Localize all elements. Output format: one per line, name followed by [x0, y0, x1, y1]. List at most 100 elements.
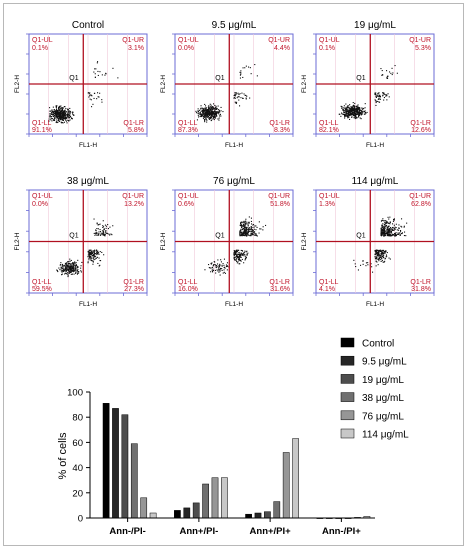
- event-dot: [107, 224, 109, 226]
- event-dot: [378, 95, 380, 97]
- event-dot: [387, 227, 389, 229]
- event-dot: [62, 270, 64, 272]
- event-dot: [359, 114, 361, 116]
- event-dot: [107, 233, 109, 235]
- event-dot: [240, 230, 242, 232]
- event-dot: [93, 252, 95, 254]
- event-dot: [378, 101, 380, 103]
- quadrant-ul-label: Q1-UL: [32, 37, 53, 44]
- event-dot: [211, 262, 213, 264]
- event-dot: [212, 108, 214, 110]
- event-dot: [58, 114, 60, 116]
- event-dot: [104, 233, 106, 235]
- event-dot: [80, 271, 82, 273]
- event-dot: [382, 227, 384, 229]
- event-dot: [205, 105, 207, 107]
- event-dot: [355, 106, 357, 108]
- event-dot: [65, 116, 67, 118]
- event-dot: [96, 232, 98, 234]
- event-dot: [93, 232, 95, 234]
- event-dot: [251, 226, 253, 228]
- event-dot: [244, 223, 246, 225]
- event-dot: [209, 113, 211, 115]
- event-dot: [375, 96, 377, 98]
- event-dot: [210, 271, 212, 273]
- event-dot: [211, 111, 213, 113]
- event-dot: [77, 266, 79, 268]
- event-dot: [69, 116, 71, 118]
- event-dot: [375, 100, 377, 102]
- event-dot: [245, 223, 247, 225]
- event-dot: [59, 115, 61, 117]
- event-dot: [245, 231, 247, 233]
- event-dot: [400, 233, 402, 235]
- event-dot: [89, 98, 91, 100]
- event-dot: [362, 109, 364, 111]
- event-dot: [385, 251, 387, 253]
- event-dot: [94, 258, 96, 260]
- quadrant-ul-label: Q1-UL: [32, 193, 53, 200]
- event-dot: [97, 61, 99, 63]
- event-dot: [350, 112, 352, 114]
- event-dot: [383, 261, 385, 263]
- event-dot: [400, 225, 402, 227]
- event-dot: [203, 112, 205, 114]
- event-dot: [362, 260, 364, 262]
- event-dot: [206, 121, 208, 123]
- event-dot: [213, 113, 215, 115]
- event-dot: [243, 230, 245, 232]
- event-dot: [382, 230, 384, 232]
- event-dot: [77, 259, 79, 261]
- event-dot: [65, 270, 67, 272]
- event-dot: [66, 273, 68, 275]
- event-dot: [78, 272, 80, 274]
- event-dot: [361, 113, 363, 115]
- event-dot: [69, 266, 71, 268]
- event-dot: [344, 107, 346, 109]
- event-dot: [64, 113, 66, 115]
- event-dot: [352, 113, 354, 115]
- event-dot: [356, 110, 358, 112]
- event-dot: [80, 267, 82, 269]
- event-dot: [204, 118, 206, 120]
- event-dot: [388, 234, 390, 236]
- event-dot: [351, 111, 353, 113]
- event-dot: [349, 104, 351, 106]
- bar: [282, 452, 290, 519]
- event-dot: [381, 233, 383, 235]
- event-dot: [199, 114, 201, 116]
- event-dot: [97, 251, 99, 253]
- event-dot: [65, 267, 67, 269]
- event-dot: [234, 259, 236, 261]
- event-dot: [210, 267, 212, 269]
- event-dot: [386, 224, 388, 226]
- event-dot: [248, 230, 250, 232]
- event-dot: [383, 226, 385, 228]
- event-dot: [94, 76, 96, 78]
- event-dot: [207, 110, 209, 112]
- event-dot: [54, 115, 56, 117]
- event-dot: [358, 111, 360, 113]
- event-dot: [362, 263, 364, 265]
- y-tick-label: 40: [72, 463, 83, 474]
- event-dot: [342, 107, 344, 109]
- event-dot: [94, 249, 96, 251]
- event-dot: [73, 114, 75, 116]
- event-dot: [199, 109, 201, 111]
- event-dot: [217, 105, 219, 107]
- event-dot: [384, 234, 386, 236]
- event-dot: [96, 222, 98, 224]
- event-dot: [64, 109, 66, 111]
- event-dot: [209, 114, 211, 116]
- quadrant-lr-value: 31.6%: [270, 286, 290, 293]
- event-dot: [242, 76, 244, 78]
- event-dot: [103, 229, 105, 231]
- event-dot: [211, 106, 213, 108]
- event-dot: [69, 107, 71, 109]
- event-dot: [95, 250, 97, 252]
- event-dot: [351, 106, 353, 108]
- event-dot: [353, 259, 355, 261]
- event-dot: [250, 234, 252, 236]
- event-dot: [241, 228, 243, 230]
